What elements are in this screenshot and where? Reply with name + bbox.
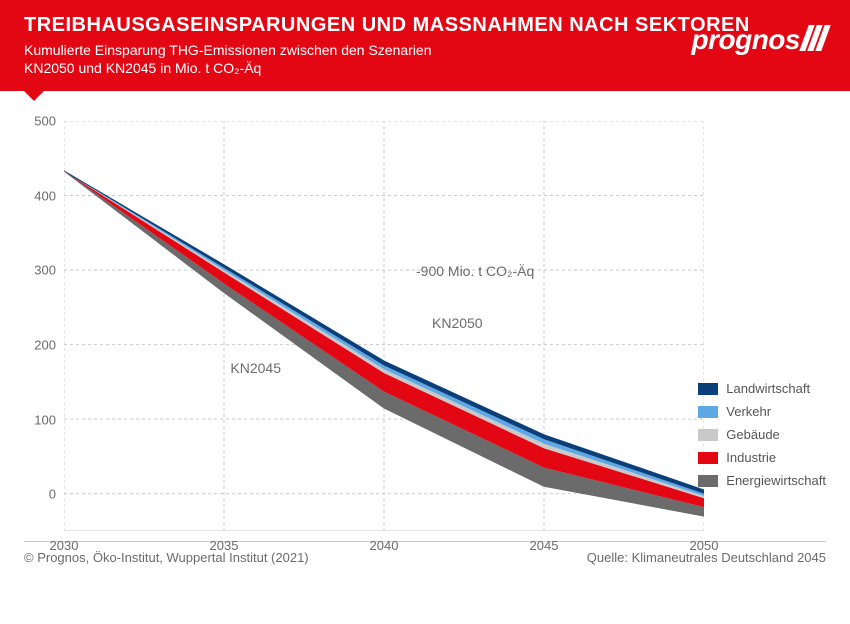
ytick-label: 0 [16, 487, 56, 502]
legend-label: Gebäude [726, 427, 780, 442]
annotation-delta: -900 Mio. t CO₂-Äq [416, 263, 534, 279]
xtick-label: 2030 [50, 538, 79, 553]
annotation-kn2050: KN2050 [432, 315, 483, 331]
footer: © Prognos, Öko-Institut, Wuppertal Insti… [0, 542, 850, 565]
logo-text: prognos [692, 24, 801, 56]
xtick-label: 2035 [210, 538, 239, 553]
legend-label: Landwirtschaft [726, 381, 810, 396]
legend-item-verkehr: Verkehr [698, 404, 826, 419]
header-banner: TREIBHAUSGASEINSPARUNGEN UND MASSNAHMEN … [0, 0, 850, 91]
subtitle-line-1: Kumulierte Einsparung THG-Emissionen zwi… [24, 42, 432, 58]
xtick-label: 2050 [690, 538, 719, 553]
legend-swatch [698, 429, 718, 441]
logo-stripes-icon [802, 25, 826, 56]
legend-swatch [698, 406, 718, 418]
legend-label: Industrie [726, 450, 776, 465]
legend-item-gebaeude: Gebäude [698, 427, 826, 442]
legend: Landwirtschaft Verkehr Gebäude Industrie Ene… [698, 381, 826, 496]
subtitle-line-2: KN2050 und KN2045 in Mio. t CO₂-Äq [24, 60, 261, 76]
area-gebaeude [64, 171, 704, 498]
legend-label: Energiewirtschaft [726, 473, 826, 488]
legend-swatch [698, 383, 718, 395]
chart-svg [64, 121, 704, 531]
ytick-label: 500 [16, 114, 56, 129]
xtick-label: 2040 [370, 538, 399, 553]
area-verkehr [64, 171, 704, 496]
legend-swatch [698, 452, 718, 464]
legend-item-energiewirtschaft: Energiewirtschaft [698, 473, 826, 488]
ytick-label: 200 [16, 338, 56, 353]
brand-logo: prognos [692, 24, 827, 56]
legend-swatch [698, 475, 718, 487]
plot-region: KN2045KN2050-900 Mio. t CO₂-Äq0100200300… [64, 121, 704, 531]
ytick-label: 100 [16, 412, 56, 427]
ytick-label: 300 [16, 263, 56, 278]
legend-label: Verkehr [726, 404, 771, 419]
legend-item-landwirtschaft: Landwirtschaft [698, 381, 826, 396]
chart-area: KN2045 KN2050 -900 Mio. t CO₂-Äq 0 100 200 300… [0, 91, 850, 541]
legend-item-industrie: Industrie [698, 450, 826, 465]
ytick-label: 400 [16, 188, 56, 203]
xtick-label: 2045 [530, 538, 559, 553]
annotation-kn2045: KN2045 [230, 360, 281, 376]
